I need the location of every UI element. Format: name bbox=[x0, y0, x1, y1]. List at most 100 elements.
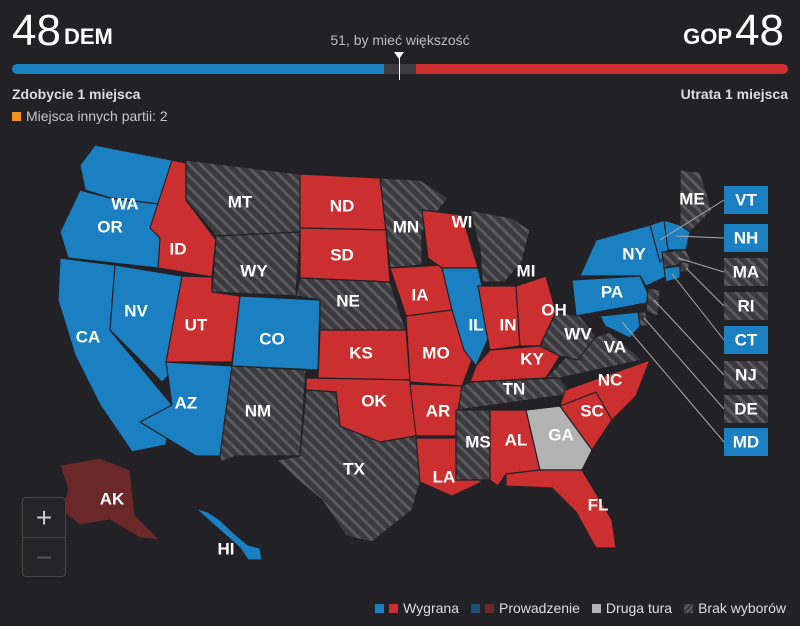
state-label-wi: WI bbox=[452, 212, 473, 231]
legend-runoff: Druga tura bbox=[605, 600, 673, 616]
state-label-nj: NJ bbox=[735, 365, 757, 384]
state-label-ks: KS bbox=[349, 343, 373, 362]
leader-line-md bbox=[621, 321, 725, 443]
state-label-mn: MN bbox=[393, 217, 419, 236]
state-label-nd: ND bbox=[330, 196, 355, 215]
state-wv[interactable] bbox=[539, 311, 597, 361]
state-box-nj[interactable] bbox=[724, 361, 768, 389]
leader-line-vt bbox=[659, 199, 725, 241]
state-nm[interactable] bbox=[219, 365, 307, 463]
state-label-al: AL bbox=[505, 430, 528, 449]
leader-line-nj bbox=[653, 299, 725, 376]
state-mo[interactable] bbox=[405, 309, 473, 387]
state-label-tx: TX bbox=[343, 459, 365, 478]
state-label-id: ID bbox=[170, 239, 187, 258]
state-tx[interactable] bbox=[274, 389, 423, 543]
state-box-ri[interactable] bbox=[724, 292, 768, 320]
gop-win-swatch bbox=[389, 603, 399, 613]
legend-lead: Prowadzenie bbox=[498, 600, 580, 616]
leader-line-de bbox=[643, 317, 725, 410]
state-label-ar: AR bbox=[426, 401, 451, 420]
state-label-oh: OH bbox=[541, 300, 567, 319]
state-label-nm: NM bbox=[245, 401, 271, 420]
state-label-ma: MA bbox=[733, 262, 759, 281]
state-label-ia: IA bbox=[412, 285, 429, 304]
majority-marker-icon bbox=[394, 52, 404, 59]
state-nc[interactable] bbox=[559, 358, 652, 421]
state-label-fl: FL bbox=[588, 495, 609, 514]
state-label-mt: MT bbox=[228, 192, 253, 211]
state-label-mi: MI bbox=[517, 261, 536, 280]
state-fl[interactable] bbox=[505, 469, 617, 549]
state-label-la: LA bbox=[433, 467, 456, 486]
state-label-ne: NE bbox=[336, 291, 360, 310]
state-mi[interactable] bbox=[469, 209, 531, 283]
leader-line-ct bbox=[671, 273, 725, 341]
gop-lead-swatch bbox=[484, 603, 494, 613]
dem-change: Zdobycie 1 miejsca bbox=[12, 86, 141, 102]
dem-win-swatch bbox=[375, 603, 385, 613]
runoff-swatch bbox=[591, 603, 601, 613]
state-box-ct[interactable] bbox=[724, 326, 768, 354]
legend-no-election: Brak wyborów bbox=[698, 600, 786, 616]
state-label-ct: CT bbox=[735, 330, 758, 349]
majority-line bbox=[399, 58, 400, 80]
state-label-va: VA bbox=[604, 337, 626, 356]
state-label-ak: AK bbox=[100, 489, 125, 508]
state-box-nh[interactable] bbox=[724, 224, 768, 252]
gop-change: Utrata 1 miejsca bbox=[680, 86, 788, 102]
state-label-or: OR bbox=[97, 217, 123, 236]
state-label-vt: VT bbox=[735, 190, 757, 209]
state-label-ca: CA bbox=[76, 327, 101, 346]
state-label-mo: MO bbox=[422, 343, 449, 362]
state-label-nh: NH bbox=[734, 228, 759, 247]
other-seats: Miejsca innych partii: 2 bbox=[12, 108, 168, 124]
state-box-de[interactable] bbox=[724, 395, 768, 423]
other-seats-label: Miejsca innych partii: 2 bbox=[26, 108, 168, 124]
state-box-ma[interactable] bbox=[724, 258, 768, 286]
state-label-ga: GA bbox=[548, 425, 574, 444]
state-box-md[interactable] bbox=[724, 428, 768, 456]
state-label-nv: NV bbox=[124, 301, 148, 320]
state-label-in: IN bbox=[500, 315, 517, 334]
state-label-me: ME bbox=[679, 189, 705, 208]
state-ga[interactable] bbox=[525, 405, 593, 471]
zoom-in-button[interactable]: + bbox=[35, 502, 53, 533]
gop-label: GOP bbox=[683, 24, 732, 49]
state-label-wv: WV bbox=[564, 324, 592, 343]
dem-seat-count: 48 bbox=[12, 6, 61, 55]
dem-label: DEM bbox=[64, 24, 113, 49]
state-in[interactable] bbox=[477, 285, 521, 351]
state-label-ok: OK bbox=[361, 391, 387, 410]
state-nh[interactable] bbox=[663, 219, 691, 251]
state-label-il: IL bbox=[468, 315, 483, 334]
state-label-sc: SC bbox=[580, 401, 604, 420]
gop-seat-count: 48 bbox=[735, 6, 784, 55]
zoom-out-button[interactable]: − bbox=[23, 537, 65, 577]
gop-seats-fill bbox=[415, 64, 788, 74]
state-box-vt[interactable] bbox=[724, 186, 768, 214]
state-label-pa: PA bbox=[601, 282, 623, 301]
state-label-nc: NC bbox=[598, 370, 623, 389]
state-label-ky: KY bbox=[520, 349, 544, 368]
state-label-wa: WA bbox=[111, 194, 138, 213]
state-label-az: AZ bbox=[175, 393, 198, 412]
state-hi[interactable] bbox=[194, 507, 263, 561]
zoom-controls: + − bbox=[22, 497, 66, 577]
dem-seats-fill bbox=[12, 64, 385, 74]
state-nv[interactable] bbox=[109, 264, 183, 383]
state-me[interactable] bbox=[679, 169, 713, 233]
state-label-ny: NY bbox=[622, 244, 646, 263]
no-election-swatch bbox=[684, 603, 694, 613]
majority-label: 51, by mieć większość bbox=[330, 32, 470, 48]
state-tn[interactable] bbox=[457, 377, 574, 411]
state-label-md: MD bbox=[733, 432, 759, 451]
seat-balance-bar bbox=[12, 64, 788, 74]
dem-lead-swatch bbox=[470, 603, 480, 613]
state-ms[interactable] bbox=[455, 409, 491, 481]
state-nj[interactable] bbox=[645, 287, 661, 317]
other-party-swatch bbox=[12, 112, 21, 121]
state-mn[interactable] bbox=[379, 177, 449, 269]
state-label-ms: MS bbox=[465, 432, 491, 451]
